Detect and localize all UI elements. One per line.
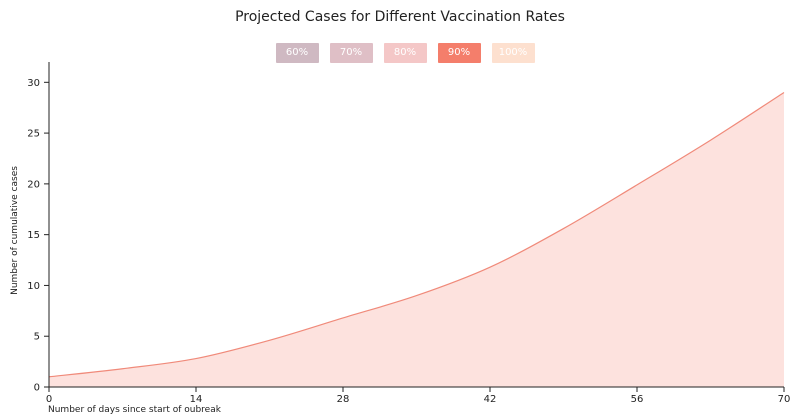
y-tick-label-20: 20 [27,179,40,190]
series-area-0 [49,92,784,387]
legend-button-70pct[interactable]: 70% [329,43,373,63]
y-tick-label-30: 30 [27,78,40,89]
legend-button-100pct[interactable]: 100% [491,43,535,63]
series-line-0 [48,91,785,378]
x-tick-label-56: 56 [631,394,644,405]
y-tick-label-10: 10 [27,281,40,292]
x-tick-label-42: 42 [484,394,497,405]
y-tick-label-0: 0 [34,383,40,394]
x-axis-title: Number of days since start of oubreak [48,405,222,415]
y-tick-label-5: 5 [34,332,40,343]
x-tick-label-14: 14 [190,394,203,405]
y-tick-label-15: 15 [27,230,40,241]
y-tick-label-25: 25 [27,129,40,140]
legend-button-80pct[interactable]: 80% [383,43,427,63]
x-tick-label-70: 70 [778,394,791,405]
legend-button-60pct[interactable]: 60% [275,43,319,63]
x-tick-label-28: 28 [337,394,350,405]
legend: 60% 70% 80% 90% 100% [0,43,800,63]
y-axis-title: Number of cumulative cases [10,166,20,295]
legend-button-90pct[interactable]: 90% [437,43,481,63]
chart-title: Projected Cases for Different Vaccinatio… [235,9,565,25]
x-tick-label-0: 0 [46,394,52,405]
